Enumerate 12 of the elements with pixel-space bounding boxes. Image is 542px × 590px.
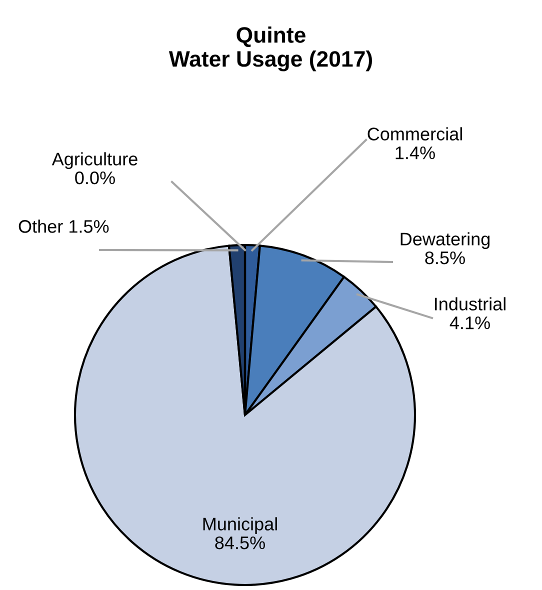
data-label: 84.5%	[215, 536, 265, 550]
slice-label: Other 1.5%	[18, 220, 109, 233]
data-label: 1.4%	[396, 146, 435, 160]
slice-label: Commercial	[368, 127, 462, 140]
slice-label: Dewatering	[400, 232, 490, 250]
text: 0.0%	[75, 171, 115, 184]
slice-label: Industrial	[435, 297, 506, 310]
slice-label: Municipal	[203, 517, 277, 534]
data-label: 4.1%	[450, 316, 490, 330]
category-label: Agriculture	[52, 152, 138, 170]
data-label: 8.5%	[425, 251, 465, 264]
chart-title: Quinte Water Usage (2017)	[168, 26, 372, 72]
